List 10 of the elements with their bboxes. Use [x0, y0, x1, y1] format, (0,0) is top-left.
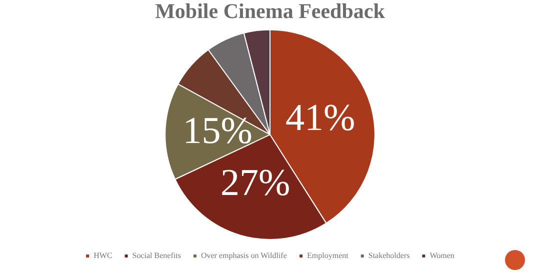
legend-label: Employment: [307, 251, 350, 260]
data-label: 15%: [182, 110, 252, 152]
legend-label: Stakeholders: [368, 251, 410, 260]
legend-label: Social Benefits: [132, 251, 181, 260]
legend-label: HWC: [94, 251, 112, 260]
data-label: 27%: [220, 162, 290, 204]
legend-label: Over emphasis on Wildlife: [200, 251, 288, 260]
legend-label: Women: [430, 251, 454, 260]
data-label: 41%: [286, 96, 356, 139]
chart-title: Mobile Cinema Feedback: [155, 0, 386, 24]
